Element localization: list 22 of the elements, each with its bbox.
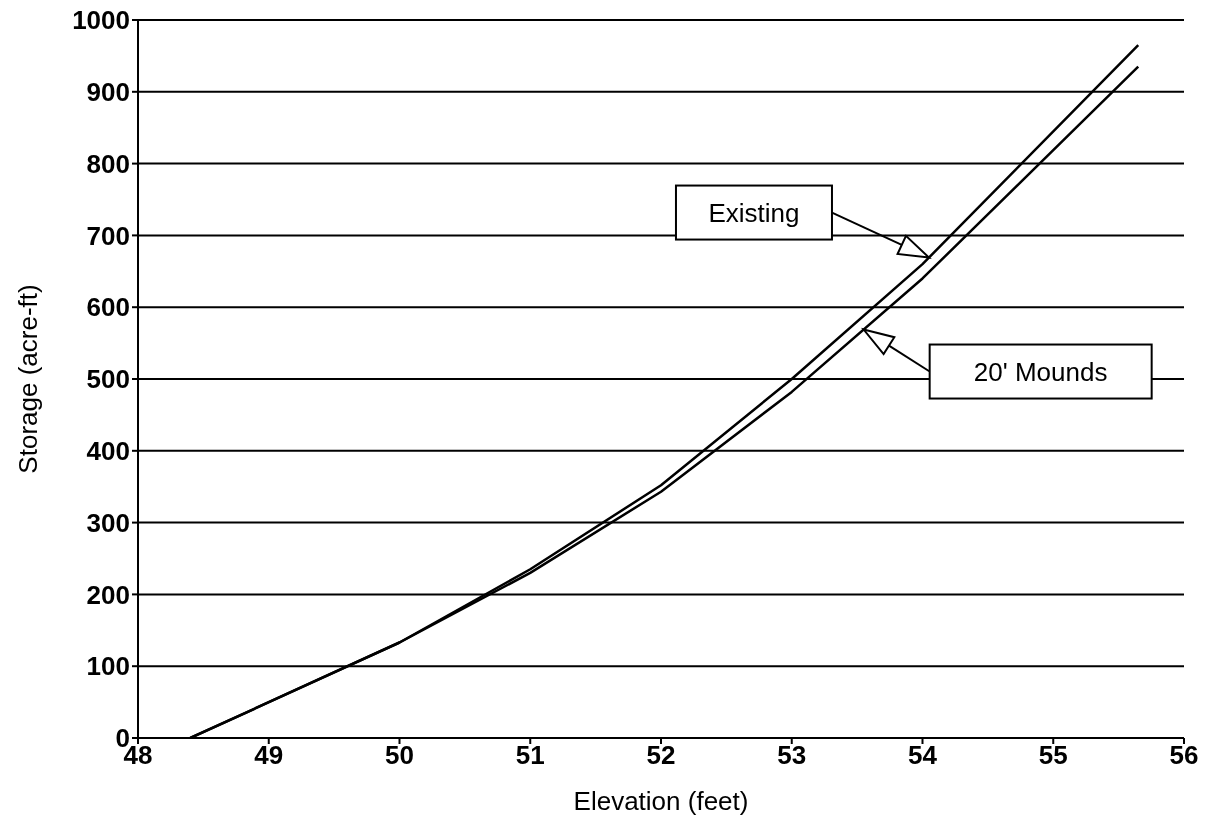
x-tick-label: 50 [385,740,414,771]
y-tick-label: 700 [86,220,130,251]
annotation: 20' Mounds [973,356,1108,387]
x-tick-label: 52 [646,740,676,771]
y-axis-title: Storage (acre-ft) [13,284,44,474]
y-tick-label: 900 [86,77,130,108]
y-tick-label: 1000 [72,5,130,36]
y-tick-label: 200 [86,579,130,610]
y-tick-label: 400 [86,436,130,467]
x-tick-label: 54 [908,740,938,771]
x-tick-label: 51 [515,740,545,771]
y-tick-label: 800 [86,148,130,179]
annotation: Existing [708,197,800,228]
x-axis-title: Elevation (feet) [573,786,749,816]
x-tick-label: 53 [777,740,807,771]
x-tick-label: 56 [1169,740,1199,771]
y-tick-label: 100 [86,651,130,682]
y-tick-label: 600 [86,292,130,323]
x-tick-label: 55 [1038,740,1068,771]
y-tick-label: 300 [86,507,130,538]
x-tick-label: 49 [254,740,284,771]
y-tick-label: 500 [86,364,130,395]
